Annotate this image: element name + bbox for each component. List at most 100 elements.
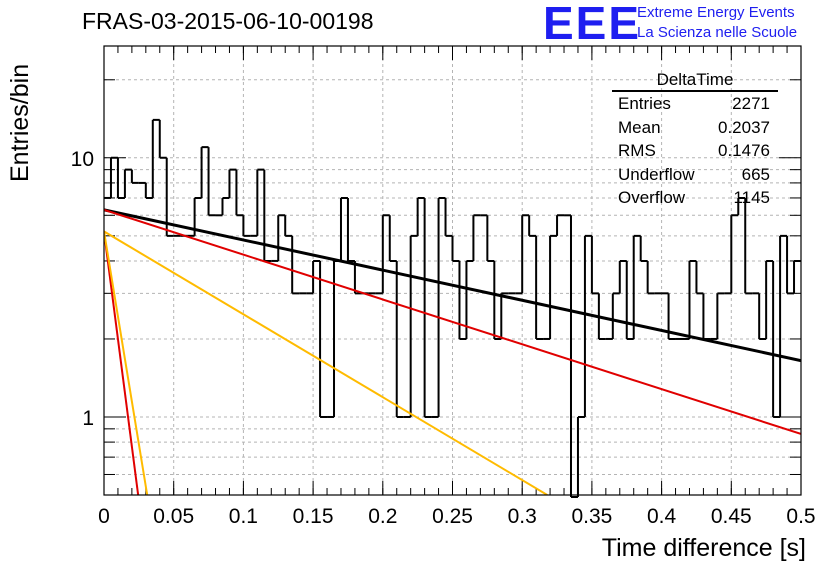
stats-box: DeltaTime Entries 2271 Mean 0.2037 RMS 0… <box>612 70 778 210</box>
plot-frame <box>103 45 802 496</box>
stats-value: 2271 <box>732 94 770 113</box>
x-tick-label: 0.15 <box>293 505 334 528</box>
histogram-bin <box>151 118 160 198</box>
histogram-bin <box>158 119 167 159</box>
histogram-bin <box>200 146 209 198</box>
stats-label: Underflow <box>618 164 695 184</box>
x-tick-label: 0.35 <box>571 505 612 528</box>
histogram-bars <box>104 118 801 498</box>
stats-value: 0.2037 <box>718 117 770 137</box>
histogram-bin <box>123 168 132 198</box>
histogram-bin <box>744 197 753 295</box>
histogram-bin <box>319 260 328 418</box>
eee-logo: EEE <box>543 0 642 49</box>
histogram-bin <box>639 235 648 262</box>
histogram-bin <box>590 235 599 295</box>
stats-row-underflow: Underflow 665 <box>612 163 778 187</box>
x-tick-label: 0.05 <box>153 505 194 528</box>
histogram-bin <box>416 196 425 236</box>
histogram-bin <box>228 168 237 198</box>
histogram-bin <box>256 168 265 236</box>
histogram-bin <box>451 235 460 262</box>
histogram-bin <box>646 260 655 295</box>
stats-value: 0.1476 <box>718 141 770 160</box>
histogram-bin <box>549 234 558 339</box>
fit-line <box>104 230 548 495</box>
histogram-bin <box>486 215 495 262</box>
histogram-bin <box>116 157 125 199</box>
stats-label: Overflow <box>618 188 686 207</box>
histogram-bin <box>472 214 481 261</box>
x-tick-labels: 0 0.05 0.1 0.15 0.2 0.25 0.3 0.35 0.4 0.45 0.5 <box>98 505 815 528</box>
histogram-bin <box>395 260 404 418</box>
histogram-bin <box>632 234 641 339</box>
histogram-bin <box>737 196 746 216</box>
fit-line <box>104 231 140 495</box>
axis-ticks <box>103 46 802 496</box>
stats-row-mean: Mean 0.2037 <box>612 116 778 140</box>
logo-line-1: Extreme Energy Events <box>637 4 795 21</box>
grid-lines <box>104 46 801 496</box>
histogram-bin <box>221 196 230 216</box>
histogram-bin <box>500 292 509 339</box>
x-tick-label: 0.1 <box>229 505 258 528</box>
histogram-bin <box>528 215 537 237</box>
histogram-bin <box>569 215 578 498</box>
y-tick-label: 10 <box>71 148 94 171</box>
histogram-bin <box>409 234 418 417</box>
fit-lines <box>104 208 801 495</box>
histogram-bin <box>702 293 711 340</box>
histogram-bin <box>556 214 565 236</box>
histogram-bin <box>758 293 767 340</box>
histogram-bin <box>235 169 244 217</box>
stats-row-entries: Entries 2271 <box>612 92 778 116</box>
histogram-bin <box>381 214 390 294</box>
histogram-bin <box>388 215 397 262</box>
histogram-bin <box>277 214 286 261</box>
histogram-bin <box>242 215 251 237</box>
chart-title: FRAS-03-2015-06-10-00198 <box>82 8 374 34</box>
x-tick-label: 0.45 <box>711 505 752 528</box>
stats-label: Mean <box>618 117 661 137</box>
histogram-bin <box>423 197 432 418</box>
x-tick-label: 0 <box>98 505 110 528</box>
histogram-bin <box>521 214 530 294</box>
stats-label: RMS <box>618 141 656 160</box>
histogram-bin <box>688 259 697 339</box>
histogram-bin <box>493 260 502 340</box>
histogram-bin <box>695 260 704 295</box>
histogram-bin <box>786 235 795 295</box>
histogram-bin <box>779 234 788 417</box>
stats-value: 1145 <box>733 188 770 207</box>
logo-line-2: La Scienza nelle Scuole <box>637 24 798 41</box>
histogram-bin <box>291 235 300 295</box>
y-tick-labels: 1 10 <box>71 148 94 430</box>
histogram-bin <box>458 260 467 340</box>
x-tick-label: 0.2 <box>368 505 397 528</box>
x-tick-label: 0.4 <box>647 505 677 528</box>
histogram-bin <box>793 259 801 294</box>
histogram-bin <box>625 260 634 340</box>
histogram-bin <box>765 259 774 339</box>
histogram-bin <box>144 182 153 199</box>
histogram-bin <box>437 196 446 417</box>
x-axis-label: Time difference [s] <box>601 534 806 562</box>
fit-line <box>104 208 801 363</box>
histogram-bin <box>730 214 739 294</box>
stats-label: Entries <box>618 94 671 113</box>
stats-value: 665 <box>741 164 770 184</box>
histogram-bin <box>576 415 585 497</box>
histogram-bin <box>611 292 620 339</box>
x-tick-label: 0.25 <box>432 505 473 528</box>
histogram-bin <box>130 169 139 184</box>
histogram-bin <box>583 234 592 417</box>
x-tick-label: 0.3 <box>508 505 537 528</box>
y-axis-label: Entries/bin <box>6 63 34 182</box>
stats-title: DeltaTime <box>612 70 778 92</box>
histogram-bin <box>444 197 453 237</box>
histogram-bin <box>716 292 725 339</box>
stats-row-overflow: Overflow 1145 <box>612 186 778 210</box>
fit-line <box>104 208 801 435</box>
histogram-bin <box>535 235 544 340</box>
